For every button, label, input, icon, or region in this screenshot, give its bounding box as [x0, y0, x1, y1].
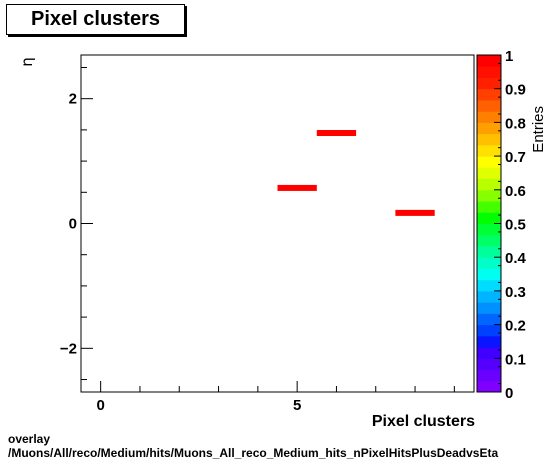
colorbar-step [477, 257, 501, 269]
colorbar-step [477, 66, 501, 78]
colorbar-step [477, 122, 501, 135]
colorbar-step [477, 55, 501, 67]
colorbar-step [477, 223, 501, 236]
colorbar-step [477, 234, 501, 247]
colorbar-step [477, 358, 501, 371]
colorbar-step [477, 167, 501, 180]
colorbar-step [477, 111, 501, 123]
colorbar-step [477, 245, 501, 258]
colorbar-step [477, 156, 501, 168]
colorbar-step [477, 302, 501, 314]
colorbar-step [477, 99, 501, 112]
color-scale: 0 0.1 0.2 0.3 0.4 0.5 0.6 0.7 0.8 0.9 1 [476, 48, 527, 402]
chart-title: Pixel clusters [6, 4, 185, 35]
histogram-path: /Muons/All/reco/Medium/hits/Muons_All_re… [8, 446, 499, 460]
colorbar-tick-label: 1 [505, 48, 513, 65]
colorbar-step [477, 290, 501, 303]
colorbar-tick-label: 0.9 [505, 82, 526, 99]
colorbar-tick-label: 0.1 [505, 351, 526, 368]
colorbar-step [477, 178, 501, 191]
colorbar-tick-label: 0.8 [505, 115, 526, 132]
colorbar-step [477, 279, 501, 292]
colorbar-step [477, 313, 501, 326]
x-axis-label: Pixel clusters [372, 413, 475, 430]
y-axis-label: η [18, 57, 36, 67]
colorbar-tick-label: 0.7 [505, 149, 526, 166]
colorbar-tick-label: 0.3 [505, 284, 526, 301]
colorbar-step [477, 133, 501, 146]
colorbar-step [477, 324, 501, 337]
x-tick-label: 5 [293, 397, 301, 414]
colorbar-tick-label: 0.5 [505, 217, 526, 234]
footer-label: overlay [8, 432, 51, 446]
data-cell-2 [395, 209, 435, 216]
colorbar-step [477, 212, 501, 224]
plot-frame [80, 54, 475, 393]
colorbar-step [477, 335, 501, 348]
colorbar-tick-label: 0 [505, 385, 513, 402]
colorbar-label: Entries [530, 106, 546, 153]
colorbar-tick-label: 0.2 [505, 318, 526, 335]
y-tick-label: 2 [69, 91, 77, 108]
colorbar-tick-label: 0.6 [505, 183, 526, 200]
data-cell-1 [316, 130, 357, 137]
colorbar-step [477, 347, 501, 359]
colorbar-step [477, 369, 501, 382]
colorbar-step [477, 380, 501, 393]
colorbar-tick-label: 0.4 [505, 250, 527, 267]
colorbar-step [477, 268, 501, 281]
data-cell-0 [277, 184, 317, 191]
colorbar-step [477, 189, 501, 202]
colorbar-step [477, 88, 501, 101]
colorbar-step [477, 77, 501, 90]
x-tick-label: 0 [96, 397, 104, 414]
data-cells [277, 130, 435, 216]
colorbar-step [477, 201, 501, 213]
colorbar-step [477, 144, 501, 157]
y-tick-label: −2 [60, 340, 77, 357]
y-tick-label: 0 [69, 216, 77, 233]
